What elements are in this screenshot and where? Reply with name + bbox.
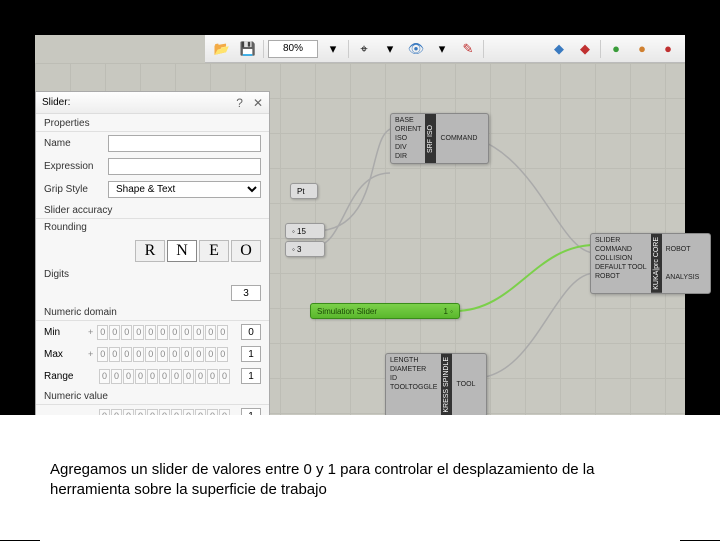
expression-label: Expression xyxy=(44,161,102,172)
rounding-label: Rounding xyxy=(44,222,102,233)
port-in[interactable]: ID xyxy=(386,374,441,383)
section-numval: Numeric value xyxy=(36,387,269,405)
port-out[interactable]: ROBOT xyxy=(662,245,704,254)
sketch-icon[interactable]: ✎ xyxy=(457,39,479,59)
name-label: Name xyxy=(44,138,102,149)
diamond-red-icon[interactable]: ◆ xyxy=(574,39,596,59)
max-label: Max xyxy=(44,349,84,360)
name-input[interactable] xyxy=(108,135,261,152)
min-input[interactable] xyxy=(241,324,261,340)
port-in[interactable]: TOOLTOGGLE xyxy=(386,383,441,392)
port-in[interactable]: COLLISION xyxy=(591,254,651,263)
port-in[interactable]: BASE xyxy=(391,116,425,125)
range-input[interactable] xyxy=(241,368,261,384)
canvas[interactable]: BASE ORIENT ISO DIV DIR SRF ISO COMMAND … xyxy=(35,63,685,415)
port-in[interactable]: DIAMETER xyxy=(386,365,441,374)
port-in[interactable]: ROBOT xyxy=(591,272,651,281)
close-icon[interactable]: ✕ xyxy=(253,96,263,110)
section-domain: Numeric domain xyxy=(36,303,269,321)
chevron-down-icon[interactable]: ▾ xyxy=(431,39,453,59)
rounding-r-button[interactable]: R xyxy=(135,240,165,262)
port-in[interactable]: DEFAULT TOOL xyxy=(591,263,651,272)
grip-select[interactable]: Shape & Text xyxy=(108,181,261,198)
sphere-green-icon[interactable]: ● xyxy=(605,39,627,59)
port-out[interactable]: ANALYSIS xyxy=(662,273,704,282)
rounding-o-button[interactable]: O xyxy=(231,240,261,262)
port-out[interactable]: COMMAND xyxy=(436,134,481,143)
digits-label: Digits xyxy=(44,269,102,280)
chevron-down-icon[interactable]: ▾ xyxy=(379,39,401,59)
rounding-e-button[interactable]: E xyxy=(199,240,229,262)
toolbar: 📂 💾 ▾ ⌖ ▾ 👁 ▾ ✎ ◆ ◆ ● ● ● xyxy=(205,35,685,63)
caption-text: Agregamos un slider de valores entre 0 y… xyxy=(40,440,680,541)
grip-label: Grip Style xyxy=(44,184,102,195)
port-in[interactable]: ORIENT xyxy=(391,125,425,134)
max-chars: 00000000000 xyxy=(97,347,237,362)
port-in[interactable]: SLIDER xyxy=(591,236,651,245)
port-in[interactable]: DIR xyxy=(391,152,425,161)
rounding-buttons: R N E O xyxy=(36,236,269,266)
digits-input[interactable] xyxy=(231,285,261,301)
open-icon[interactable]: 📂 xyxy=(211,39,233,59)
port-in[interactable]: DIV xyxy=(391,143,425,152)
port-out[interactable]: TOOL xyxy=(452,380,479,389)
range-chars: 00000000000 xyxy=(99,369,237,384)
min-label: Min xyxy=(44,327,84,338)
focus-icon[interactable]: ⌖ xyxy=(353,39,375,59)
app-frame: 📂 💾 ▾ ⌖ ▾ 👁 ▾ ✎ ◆ ◆ ● ● ● BASE ORIENT IS… xyxy=(35,35,685,415)
node-title: KRESS SPINDLE xyxy=(441,354,452,416)
pt-panel[interactable]: Pt xyxy=(290,183,318,199)
simulation-slider-node[interactable]: Simulation Slider 1 ◦ xyxy=(310,303,460,319)
section-accuracy: Slider accuracy xyxy=(36,201,269,219)
rounding-n-button[interactable]: N xyxy=(167,240,197,262)
value-panel[interactable]: ◦ 15 xyxy=(285,223,325,239)
section-properties: Properties xyxy=(36,114,269,132)
spindle-node[interactable]: LENGTH DIAMETER ID TOOLTOGGLE KRESS SPIN… xyxy=(385,353,487,417)
node-title: KUKA|prc CORE xyxy=(651,234,662,293)
zoom-input[interactable] xyxy=(268,40,318,58)
node-title: SRF ISO xyxy=(425,114,436,163)
sphere-orange-icon[interactable]: ● xyxy=(631,39,653,59)
help-icon[interactable]: ? xyxy=(236,96,243,110)
sim-slider-label: Simulation Slider xyxy=(317,307,377,316)
sphere-red-icon[interactable]: ● xyxy=(657,39,679,59)
dialog-title: Slider: xyxy=(42,97,70,108)
port-in[interactable]: LENGTH xyxy=(386,356,441,365)
sim-slider-value: 1 ◦ xyxy=(443,307,453,316)
zoom-dropdown-icon[interactable]: ▾ xyxy=(322,39,344,59)
value-panel[interactable]: ◦ 3 xyxy=(285,241,325,257)
port-in[interactable]: COMMAND xyxy=(591,245,651,254)
port-in[interactable]: ISO xyxy=(391,134,425,143)
min-chars: 00000000000 xyxy=(97,325,237,340)
expression-input[interactable] xyxy=(108,158,261,175)
kuka-core-node[interactable]: SLIDER COMMAND COLLISION DEFAULT TOOL RO… xyxy=(590,233,711,294)
range-label: Range xyxy=(44,371,84,382)
eye-icon[interactable]: 👁 xyxy=(405,39,427,59)
max-input[interactable] xyxy=(241,346,261,362)
diamond-blue-icon[interactable]: ◆ xyxy=(548,39,570,59)
slider-dialog: Slider: ? ✕ Properties Name Expression G… xyxy=(35,91,270,452)
save-icon[interactable]: 💾 xyxy=(237,39,259,59)
srf-iso-node[interactable]: BASE ORIENT ISO DIV DIR SRF ISO COMMAND xyxy=(390,113,489,164)
